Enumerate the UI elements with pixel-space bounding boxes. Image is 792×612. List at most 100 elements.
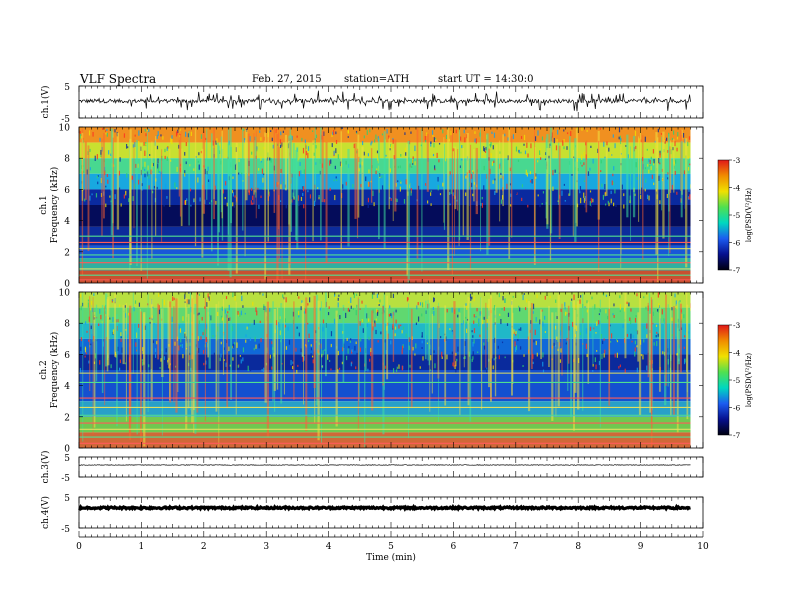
spheric-streak — [116, 132, 120, 230]
spectrum-speckle — [333, 150, 335, 156]
spectrum-speckle — [128, 312, 130, 316]
spectrum-speckle — [236, 342, 238, 348]
spectrum-speckle — [576, 127, 578, 130]
spectrum-speckle — [625, 145, 627, 147]
spheric-streak — [443, 143, 446, 230]
spectrum-speckle — [601, 183, 603, 188]
spectrum-speckle — [261, 369, 263, 372]
spectrum-speckle — [400, 154, 402, 157]
spectrum-speckle — [502, 296, 504, 301]
spectrum-speckle — [374, 139, 376, 143]
spectrum-speckle — [162, 136, 164, 140]
colorbar-tick-label: -4 — [733, 349, 741, 358]
spectrum-speckle — [539, 150, 541, 155]
y-tick-label: 2 — [64, 248, 70, 258]
spectrum-speckle — [404, 147, 406, 153]
spectrum-speckle — [512, 295, 514, 298]
spectrum-speckle — [233, 342, 236, 345]
spheric-streak — [255, 130, 257, 219]
spheric-streak — [502, 134, 504, 207]
spectrum-speckle — [341, 361, 343, 365]
spectrum-speckle — [433, 297, 435, 303]
spectrum-speckle — [124, 362, 127, 365]
spectrum-speckle — [228, 317, 230, 321]
spectrum-speckle — [292, 361, 294, 364]
spectrum-speckle — [346, 337, 348, 341]
spectrum-speckle — [556, 336, 558, 340]
spectrum-speckle — [109, 317, 111, 320]
spectrum-speckle — [307, 339, 310, 343]
spectrum-speckle — [552, 170, 554, 176]
x-tick-label: 2 — [201, 542, 207, 552]
spectrum-speckle — [657, 292, 659, 298]
spectrum-speckle — [667, 172, 669, 175]
spectrum-speckle — [354, 355, 356, 359]
spectrum-speckle — [408, 345, 410, 351]
spectrum-speckle — [224, 309, 227, 314]
spectrum-speckle — [531, 179, 533, 184]
spectrum-speckle — [646, 294, 648, 297]
spectrum-speckle — [483, 185, 485, 191]
spectrum-speckle — [660, 133, 663, 135]
spheric-streak — [272, 301, 274, 402]
spectrum-speckle — [523, 354, 525, 357]
spectrum-speckle — [607, 315, 609, 320]
spheric-streak — [139, 308, 141, 373]
spectrum-speckle — [224, 181, 227, 186]
spectrum-speckle — [280, 168, 282, 173]
spectrum-speckle — [216, 138, 218, 144]
spheric-streak — [574, 309, 577, 393]
spectrum-speckle — [580, 161, 582, 165]
spectrum-speckle — [535, 173, 537, 177]
spectrum-speckle — [157, 167, 160, 173]
spectrum-speckle — [368, 181, 370, 187]
spectrum-speckle — [237, 367, 239, 370]
spectrum-speckle — [579, 186, 582, 192]
spectrum-speckle — [559, 330, 562, 336]
spectrum-speckle — [249, 323, 251, 326]
spectrum-speckle — [602, 340, 604, 345]
spheric-streak — [392, 148, 394, 222]
spectrum-speckle — [202, 350, 205, 354]
spectrum-speckle — [333, 179, 335, 182]
spheric-streak — [486, 133, 489, 256]
spectrum-speckle — [645, 365, 647, 371]
spectrum-speckle — [664, 139, 666, 144]
spectrum-speckle — [323, 199, 326, 203]
spectrum-speckle — [145, 133, 147, 137]
spectrum-speckle — [473, 320, 475, 324]
spectrum-speckle — [666, 193, 668, 199]
spheric-streak — [82, 292, 84, 442]
spectrum-speckle — [542, 352, 544, 358]
spectrum-speckle — [659, 153, 661, 158]
spectrum-speckle — [430, 355, 432, 361]
spectrum-speckle — [377, 302, 379, 305]
spheric-streak — [677, 301, 680, 365]
spectrum-speckle — [524, 307, 527, 311]
spectrum-speckle — [298, 296, 300, 299]
spheric-streak — [220, 136, 223, 213]
spectrum-speckle — [412, 158, 414, 164]
spectrum-speckle — [148, 185, 150, 190]
spectrum-speckle — [337, 154, 339, 159]
spectrum-speckle — [145, 143, 147, 146]
spheric-streak — [383, 131, 386, 250]
spectrum-speckle — [232, 176, 234, 179]
spectrum-speckle — [163, 299, 166, 306]
spectrum-speckle — [291, 135, 293, 141]
spheric-streak — [122, 304, 125, 365]
spectrum-speckle — [556, 188, 558, 190]
spectrum-speckle — [506, 183, 508, 189]
spectrum-speckle — [389, 148, 391, 151]
spheric-streak — [87, 145, 90, 252]
spectrum-speckle — [421, 340, 423, 344]
spectrum-speckle — [660, 153, 662, 156]
spectrum-speckle — [156, 135, 158, 139]
spectrum-speckle — [148, 174, 150, 179]
spectrum-speckle — [433, 310, 435, 316]
spectrum-speckle — [381, 133, 384, 136]
spectrum-speckle — [250, 187, 253, 191]
spheric-streak — [325, 142, 328, 263]
spectrum-speckle — [580, 197, 582, 204]
spectrum-speckle — [433, 137, 435, 142]
